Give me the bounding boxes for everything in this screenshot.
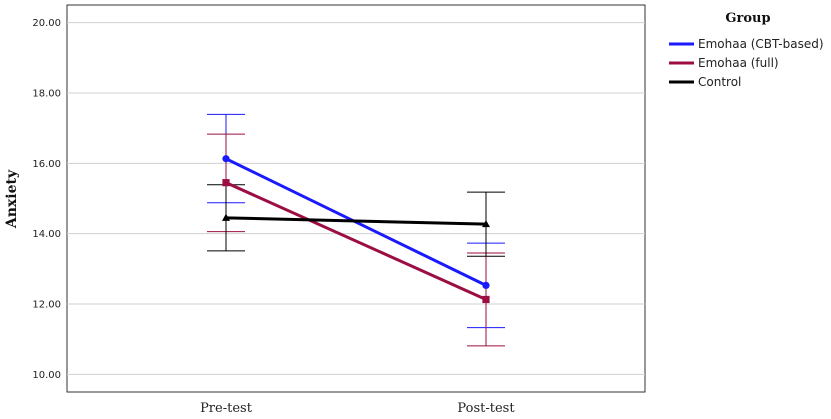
legend-title: Group bbox=[725, 11, 770, 26]
y-tick-labels: 10.00 12.00 14.00 16.00 18.00 20.00 bbox=[32, 18, 61, 381]
series bbox=[222, 213, 490, 228]
x-tick-labels: Pre-test Post-test bbox=[200, 401, 515, 416]
legend-item: Emohaa (CBT-based) bbox=[669, 37, 824, 51]
legend-label: Emohaa (full) bbox=[698, 56, 779, 70]
data-point bbox=[482, 295, 490, 304]
y-tick-label: 14.00 bbox=[32, 229, 61, 240]
data-point bbox=[482, 219, 490, 228]
data-point bbox=[222, 155, 230, 163]
legend-item: Emohaa (full) bbox=[669, 56, 779, 70]
y-tick-label: 18.00 bbox=[32, 88, 61, 99]
y-tick-label: 16.00 bbox=[32, 159, 61, 170]
legend-label: Control bbox=[698, 75, 741, 89]
legend-item: Control bbox=[669, 75, 741, 89]
gridlines bbox=[67, 22, 645, 375]
y-tick-label: 12.00 bbox=[32, 300, 61, 311]
y-tick-label: 20.00 bbox=[32, 18, 61, 29]
data-point bbox=[222, 213, 230, 221]
legend-label: Emohaa (CBT-based) bbox=[698, 37, 824, 51]
y-axis-label: Anxiety bbox=[4, 169, 20, 229]
series-layer bbox=[207, 113, 505, 347]
series bbox=[222, 179, 490, 304]
y-tick-label: 10.00 bbox=[32, 370, 61, 381]
x-tick-label: Pre-test bbox=[200, 401, 253, 416]
legend: Emohaa (CBT-based) Emohaa (full) Control bbox=[669, 37, 824, 89]
x-tick-label: Post-test bbox=[457, 401, 515, 416]
data-point bbox=[482, 281, 490, 289]
data-point bbox=[222, 179, 230, 187]
series-line bbox=[225, 216, 487, 226]
plot-frame bbox=[66, 4, 646, 393]
series-line bbox=[225, 181, 487, 301]
